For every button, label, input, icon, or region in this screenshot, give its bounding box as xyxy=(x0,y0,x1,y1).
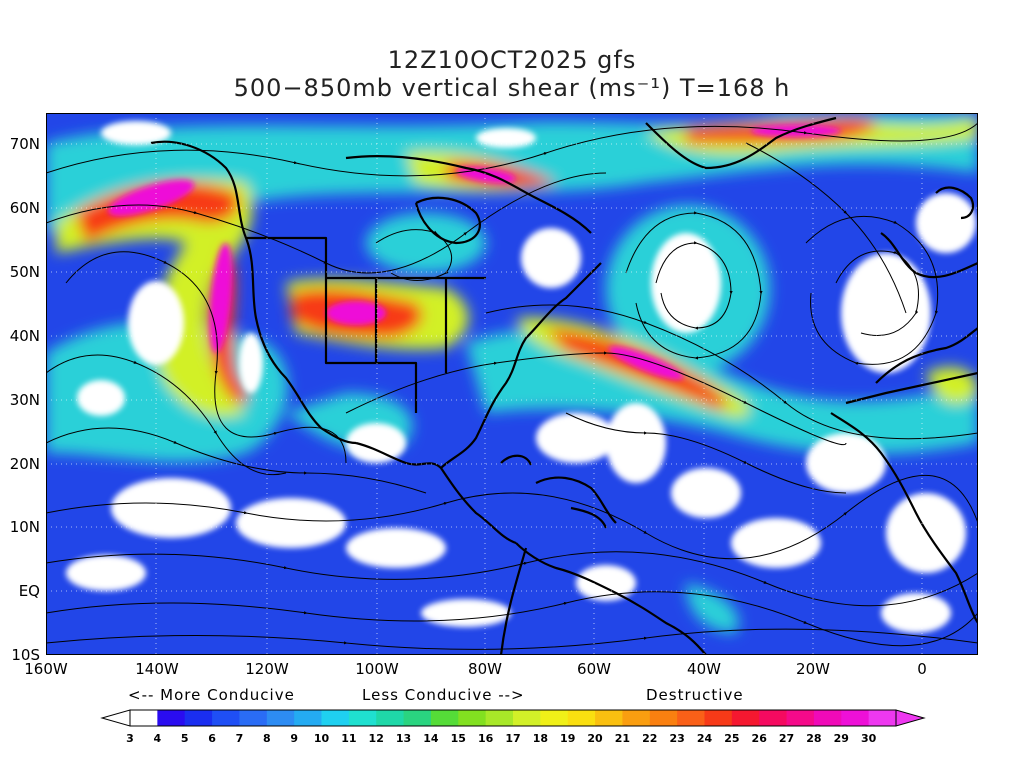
lon-label-20w: 20W xyxy=(796,660,830,678)
colorbar-tick-label: 11 xyxy=(341,732,356,745)
colorbar-tick-label: 23 xyxy=(669,732,684,745)
lat-label-10s: 10S xyxy=(11,646,40,664)
colorbar-swatch xyxy=(513,710,541,726)
chart-title-variable: 500−850mb vertical shear (ms⁻¹) T=168 h xyxy=(233,74,791,102)
shear-colorbar: 3 4 5 6 7 8 9 10 11 12 13 14 15 16 17 18 19 20 21 22 23 24 25 2… xyxy=(100,709,926,745)
colorbar-tick-label: 5 xyxy=(181,732,189,745)
lat-label-eq: EQ xyxy=(18,582,40,600)
colorbar-tick-label: 20 xyxy=(587,732,603,745)
lon-label-40w: 40W xyxy=(687,660,721,678)
colorbar-swatch xyxy=(130,710,158,726)
colorbar-swatch xyxy=(868,710,897,726)
colorbar-tick-label: 30 xyxy=(861,732,877,745)
lat-label-60n: 60N xyxy=(9,199,40,217)
wind-streamlines xyxy=(46,122,978,650)
colorbar-swatch xyxy=(731,710,760,726)
colorbar-swatch xyxy=(157,710,186,726)
colorbar-swatch xyxy=(813,710,842,726)
colorbar-swatch xyxy=(458,710,487,726)
colorbar-swatch xyxy=(841,710,870,726)
colorbar-tick-label: 17 xyxy=(505,732,520,745)
colorbar-tick-label: 10 xyxy=(314,732,330,745)
colorbar-tick-label: 4 xyxy=(154,732,162,745)
chart-title-run: 12Z10OCT2025 gfs xyxy=(387,46,637,74)
colorbar-tick-label: 28 xyxy=(806,732,821,745)
lon-label-100w: 100W xyxy=(355,660,399,678)
colorbar-swatch xyxy=(595,710,623,726)
colorbar-tick-label: 22 xyxy=(642,732,657,745)
lat-label-30n: 30N xyxy=(9,391,40,409)
colorbar-swatch xyxy=(567,710,596,726)
colorbar-tick-label: 13 xyxy=(396,732,411,745)
colorbar-swatch xyxy=(485,710,514,726)
colorbar-swatch xyxy=(430,710,459,726)
lat-label-40n: 40N xyxy=(9,327,40,345)
colorbar-swatch xyxy=(239,710,268,726)
lon-label-140w: 140W xyxy=(135,660,179,678)
colorbar-tick-label: 14 xyxy=(423,732,439,745)
lat-label-10n: 10N xyxy=(9,518,40,536)
colorbar-high-arrow xyxy=(895,709,926,727)
colorbar-swatch xyxy=(376,710,405,726)
lat-label-50n: 50N xyxy=(9,263,40,281)
colorbar-low-arrow xyxy=(100,709,131,727)
legend-less-conducive: Less Conducive --> xyxy=(362,686,525,704)
colorbar-swatch xyxy=(649,710,678,726)
colorbar-swatch xyxy=(786,710,815,726)
colorbar-swatch xyxy=(622,710,651,726)
colorbar-tick-label: 16 xyxy=(478,732,494,745)
shear-map xyxy=(46,113,978,655)
legend-destructive: Destructive xyxy=(646,686,744,704)
lat-label-70n: 70N xyxy=(9,135,40,153)
map-frame xyxy=(46,113,978,655)
colorbar-tick-label: 21 xyxy=(615,732,630,745)
legend-more-conducive: <-- More Conducive xyxy=(128,686,295,704)
lat-label-20n: 20N xyxy=(9,455,40,473)
lon-label-120w: 120W xyxy=(245,660,289,678)
colorbar-swatch xyxy=(212,710,240,726)
colorbar-tick-label: 8 xyxy=(263,732,271,745)
colorbar-tick-label: 25 xyxy=(724,732,739,745)
colorbar-swatch xyxy=(704,710,733,726)
colorbar-tick-label: 19 xyxy=(560,732,575,745)
colorbar-swatch xyxy=(759,710,788,726)
lon-label-80w: 80W xyxy=(468,660,502,678)
colorbar-swatch xyxy=(294,710,322,726)
lat-lon-grid xyxy=(46,113,978,655)
colorbar-tick-label: 6 xyxy=(208,732,216,745)
colorbar-tick-label: 24 xyxy=(697,732,713,745)
lon-label-160w: 160W xyxy=(24,660,68,678)
colorbar-swatch xyxy=(184,710,213,726)
colorbar-swatch xyxy=(321,710,350,726)
colorbar-frame xyxy=(129,709,897,727)
colorbar-tick-label: 9 xyxy=(290,732,298,745)
colorbar-tick-label: 7 xyxy=(236,732,244,745)
colorbar-tick-label: 12 xyxy=(369,732,384,745)
colorbar-tick-label: 29 xyxy=(834,732,849,745)
colorbar-tick-label: 18 xyxy=(533,732,548,745)
colorbar-tick-label: 3 xyxy=(126,732,134,745)
colorbar-tick-label: 26 xyxy=(752,732,768,745)
colorbar-tick-label: 15 xyxy=(451,732,466,745)
colorbar-tick-label: 27 xyxy=(779,732,794,745)
lon-label-60w: 60W xyxy=(577,660,611,678)
colorbar-swatch xyxy=(266,710,295,726)
lon-label-0: 0 xyxy=(917,660,927,678)
colorbar-swatch xyxy=(348,710,377,726)
colorbar-swatch xyxy=(677,710,705,726)
colorbar-swatch xyxy=(403,710,432,726)
colorbar-swatch xyxy=(540,710,569,726)
